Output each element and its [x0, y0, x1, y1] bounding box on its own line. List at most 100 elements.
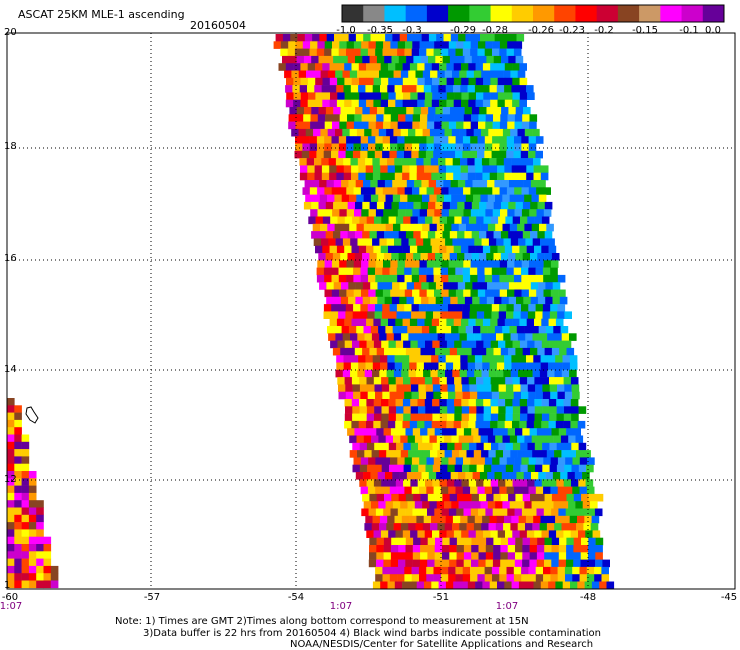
swath-cell: [470, 136, 478, 144]
swath-cell: [464, 347, 472, 356]
swath-cell: [371, 70, 380, 79]
swath-cell: [462, 48, 471, 57]
swath-cell: [28, 485, 37, 494]
swath-cell: [404, 267, 412, 276]
swath-cell: [500, 559, 508, 568]
swath-cell: [484, 391, 493, 400]
swath-cell: [377, 282, 386, 290]
swath-cell: [351, 92, 360, 100]
swath-cell: [555, 581, 563, 590]
swath-cell: [558, 508, 566, 517]
swath-cell: [459, 523, 467, 531]
swath-cell: [389, 48, 398, 57]
swath-cell: [376, 493, 385, 502]
swath-cell: [286, 92, 294, 100]
swath-cell: [491, 406, 499, 414]
swath-cell: [355, 34, 364, 42]
lon-tick-label: -48: [579, 592, 597, 603]
swath-cell: [302, 121, 311, 130]
swath-cell: [484, 486, 493, 495]
swath-cell: [316, 48, 325, 57]
swath-cell: [21, 522, 30, 530]
swath-cell: [529, 121, 537, 130]
swath-cell: [455, 391, 463, 400]
swath-cell: [354, 114, 362, 122]
swath-cell: [388, 442, 397, 451]
swath-cell: [14, 427, 22, 435]
swath-cell: [417, 77, 425, 86]
swath-cell: [7, 551, 15, 559]
swath-cell: [453, 420, 462, 429]
swath-cell: [438, 172, 447, 181]
swath-cell: [521, 574, 529, 582]
swath-cell: [308, 92, 316, 100]
swath-cell: [462, 274, 471, 283]
swath-cell: [294, 48, 303, 57]
swath-cell: [552, 296, 561, 305]
swath-cell: [578, 442, 587, 451]
swath-cell: [390, 209, 399, 217]
swath-cell: [395, 530, 404, 538]
swath-cell: [387, 362, 395, 371]
swath-cell: [513, 391, 522, 400]
swath-cell: [455, 486, 464, 495]
swath-cell: [487, 326, 496, 334]
swath-cell: [546, 501, 554, 509]
swath-cell: [369, 537, 377, 546]
swath-cell: [391, 537, 399, 546]
swath-cell: [546, 435, 554, 444]
swath-cell: [460, 165, 469, 173]
swath-cell: [347, 428, 355, 436]
swath-cell: [448, 304, 456, 312]
swath-cell: [363, 223, 372, 232]
swath-cell: [481, 158, 490, 166]
swath-cell: [14, 485, 22, 494]
swath-cell: [395, 377, 404, 385]
swath-cell: [428, 282, 437, 290]
swath-cell: [459, 238, 468, 246]
swath-cell: [464, 107, 473, 115]
swath-cell: [361, 121, 369, 130]
swath-cell: [417, 245, 425, 254]
swath-cell: [498, 442, 506, 451]
swath-cell: [423, 238, 431, 246]
swath-cell: [446, 377, 455, 385]
swath-cell: [388, 99, 396, 108]
swath-cell: [478, 114, 486, 122]
swath-cell: [521, 391, 529, 400]
swath-cell: [373, 245, 381, 254]
swath-cell: [407, 435, 416, 444]
swath-cell: [558, 289, 566, 298]
swath-cell: [336, 362, 344, 371]
swath-cell: [556, 377, 564, 385]
swath-cell: [527, 92, 535, 100]
swath-cell: [569, 355, 578, 363]
swath-cell: [410, 377, 418, 385]
swath-cell: [544, 428, 552, 436]
swath-cell: [425, 150, 434, 159]
swath-cell: [359, 413, 367, 422]
swath-cell: [360, 48, 369, 57]
swath-cell: [363, 435, 372, 444]
swath-cell: [375, 274, 383, 283]
swath-cell: [499, 304, 507, 312]
swath-cell: [335, 158, 344, 166]
swath-cell: [510, 333, 519, 341]
swath-cell: [396, 311, 405, 319]
swath-cell: [477, 274, 486, 283]
swath-cell: [410, 77, 418, 86]
swath-cell: [482, 581, 490, 590]
swath-cell: [28, 544, 37, 552]
swath-cell: [345, 311, 353, 319]
swath-cell: [427, 428, 435, 436]
swath-cell: [304, 34, 313, 42]
swath-cell: [43, 551, 52, 559]
scale-swatch: [681, 5, 704, 22]
swath-cell: [374, 216, 382, 225]
swath-cell: [430, 523, 438, 531]
swath-cell: [580, 559, 589, 568]
swath-cell: [501, 201, 509, 210]
swath-cell: [416, 165, 425, 173]
swath-cell: [440, 574, 449, 582]
swath-cell: [472, 282, 480, 290]
